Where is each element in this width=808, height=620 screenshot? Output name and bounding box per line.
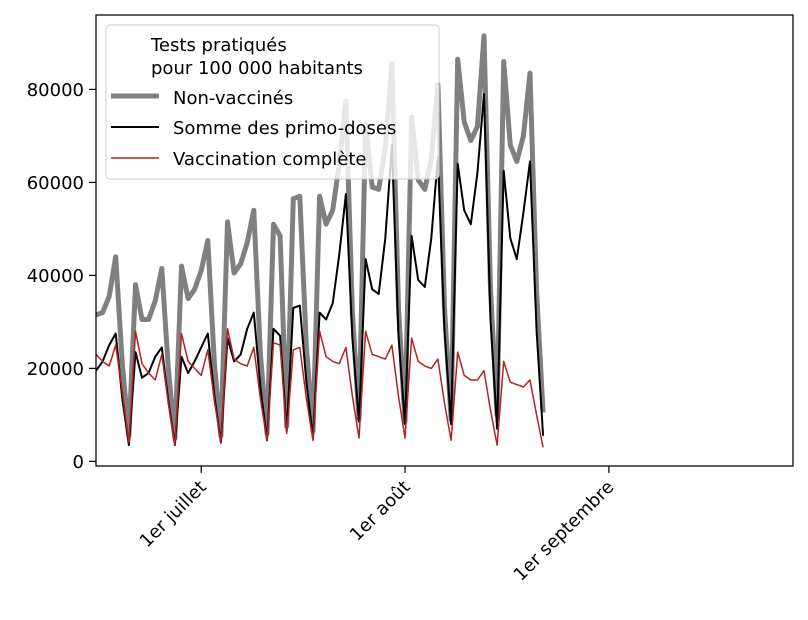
legend-label-vaccination-complete: Vaccination complète xyxy=(173,149,366,170)
legend: Tests pratiqués pour 100 000 habitants N… xyxy=(105,24,440,180)
y-tick-label: 60000 xyxy=(27,173,84,194)
y-tick-label: 0 xyxy=(73,452,84,473)
y-tick-label: 20000 xyxy=(27,359,84,380)
y-tick-label: 40000 xyxy=(27,266,84,287)
legend-title-line-2: pour 100 000 habitants xyxy=(151,58,363,79)
series-line-non-vaccines xyxy=(95,33,546,441)
series-layer xyxy=(95,33,546,448)
legend-box xyxy=(105,24,440,180)
y-axis: 0 20000 40000 60000 80000 xyxy=(27,80,96,473)
series-line-vaccination-complete xyxy=(95,328,544,448)
legend-label-primo-doses: Somme des primo-doses xyxy=(173,118,396,139)
y-tick-label: 80000 xyxy=(27,80,84,101)
plot-frame xyxy=(95,14,794,467)
legend-title-line-1: Tests pratiqués xyxy=(150,35,287,56)
legend-label-non-vaccines: Non-vaccinés xyxy=(173,88,293,109)
